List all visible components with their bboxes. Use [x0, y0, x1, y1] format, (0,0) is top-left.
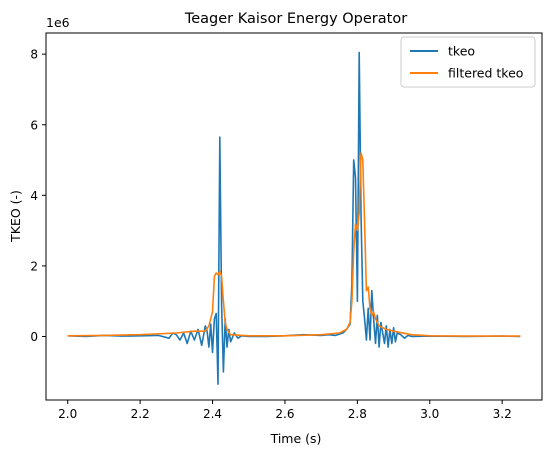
y-tick-label: 2 — [30, 259, 38, 273]
y-axis-label: TKEO (-) — [8, 190, 23, 243]
series-lines — [67, 51, 521, 385]
y-multiplier-label: 1e6 — [46, 15, 70, 30]
legend-label-tkeo: tkeo — [448, 44, 475, 59]
legend-box — [400, 36, 536, 88]
x-tick-label: 3.0 — [420, 407, 439, 421]
y-tick-label: 4 — [30, 189, 38, 203]
y-axis: 0 2 4 6 8 — [30, 48, 46, 344]
y-tick-label: 6 — [30, 118, 38, 132]
x-tick-label: 2.8 — [348, 407, 367, 421]
series-line-filtered-tkeo — [67, 152, 521, 337]
x-tick-label: 2.0 — [58, 407, 77, 421]
x-axis-label: Time (s) — [270, 431, 322, 446]
plot-frame — [45, 32, 543, 401]
x-tick-label: 2.2 — [131, 407, 150, 421]
chart-title: Teager Kaisor Energy Operator — [184, 11, 407, 27]
x-tick-label: 2.4 — [203, 407, 222, 421]
x-tick-label: 2.6 — [275, 407, 294, 421]
legend-label-filtered-tkeo: filtered tkeo — [448, 66, 523, 81]
y-tick-label: 8 — [30, 48, 38, 62]
y-tick-label: 0 — [30, 330, 38, 344]
x-tick-label: 3.2 — [493, 407, 512, 421]
plot-area — [45, 32, 543, 401]
legend: tkeo filtered tkeo — [400, 36, 536, 88]
x-axis: 2.0 2.2 2.4 2.6 2.8 3.0 3.2 — [58, 400, 512, 421]
